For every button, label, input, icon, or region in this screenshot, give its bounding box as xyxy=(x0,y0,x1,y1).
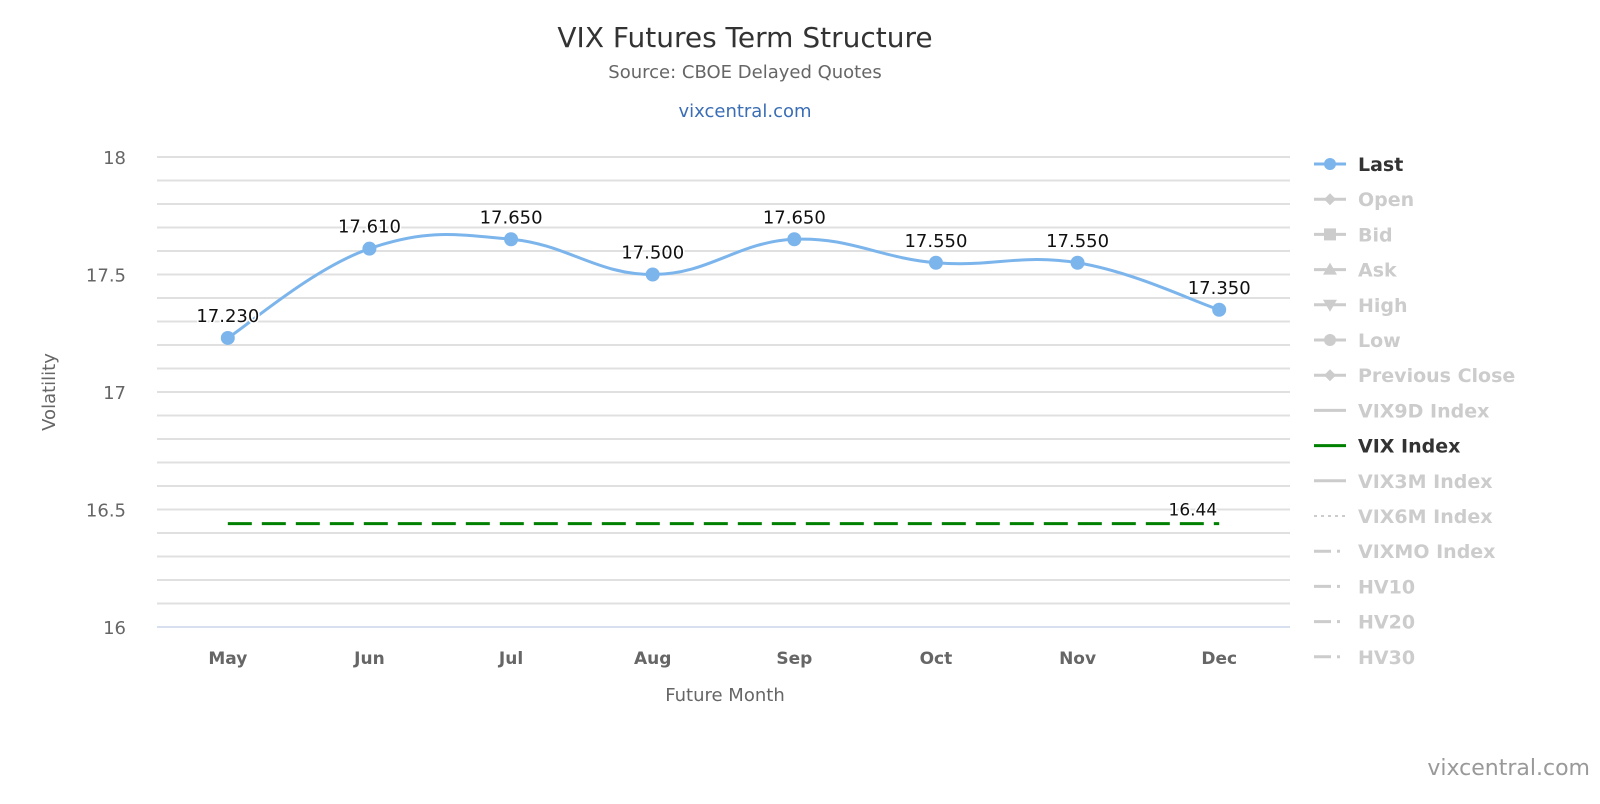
x-tick-label: May xyxy=(208,649,247,669)
x-tick-label: Oct xyxy=(920,649,953,669)
legend-label: VIX9D Index xyxy=(1358,400,1489,422)
legend-item-hv20[interactable]: HV20 xyxy=(1314,612,1415,634)
legend-label: HV20 xyxy=(1358,612,1415,634)
y-axis-label: Volatility xyxy=(39,353,60,431)
vix-index-label: 16.44 xyxy=(1169,501,1218,521)
y-tick-label: 16.5 xyxy=(86,501,126,522)
legend-label: VIX6M Index xyxy=(1358,506,1493,528)
x-tick-label: Dec xyxy=(1201,649,1237,669)
data-label: 17.610 xyxy=(338,217,401,238)
y-tick-label: 17.5 xyxy=(86,266,126,287)
legend-label: Ask xyxy=(1358,260,1397,282)
legend-label: Open xyxy=(1358,189,1414,211)
legend-item-bid[interactable]: Bid xyxy=(1314,224,1393,246)
data-label: 17.650 xyxy=(763,207,826,228)
last-data-point xyxy=(787,232,802,247)
legend-item-vix3m-index[interactable]: VIX3M Index xyxy=(1314,471,1493,493)
legend-item-high[interactable]: High xyxy=(1314,295,1408,317)
legend-item-vix-index[interactable]: VIX Index xyxy=(1314,436,1460,458)
legend-label: High xyxy=(1358,295,1408,317)
legend-item-ask[interactable]: Ask xyxy=(1314,260,1397,282)
legend-label: Bid xyxy=(1358,224,1393,246)
legend-label: Last xyxy=(1358,154,1403,176)
last-data-point xyxy=(645,267,660,282)
legend-label: VIXMO Index xyxy=(1358,541,1495,563)
legend-diamond-icon xyxy=(1324,193,1336,206)
y-tick-label: 16 xyxy=(103,618,126,639)
x-tick-label: Aug xyxy=(634,649,671,669)
data-label: 17.550 xyxy=(1046,231,1109,252)
chart-link[interactable]: vixcentral.com xyxy=(678,101,811,122)
legend-circle-icon xyxy=(1324,158,1336,170)
x-tick-label: Sep xyxy=(776,649,812,669)
legend-item-vixmo-index[interactable]: VIXMO Index xyxy=(1314,541,1495,563)
x-tick-label: Jun xyxy=(353,649,385,669)
legend-item-low[interactable]: Low xyxy=(1314,330,1401,352)
last-data-point xyxy=(504,232,519,247)
x-tick-label: Nov xyxy=(1059,649,1096,669)
legend-item-previous-close[interactable]: Previous Close xyxy=(1314,365,1515,387)
legend-label: HV10 xyxy=(1358,576,1415,598)
data-label: 17.230 xyxy=(196,306,259,327)
data-label: 17.500 xyxy=(621,243,684,264)
legend-label: VIX Index xyxy=(1358,436,1460,458)
legend-item-hv10[interactable]: HV10 xyxy=(1314,576,1415,598)
chart-title: VIX Futures Term Structure xyxy=(557,21,932,54)
legend-triangle-icon xyxy=(1323,262,1337,275)
legend-square-icon xyxy=(1324,228,1336,241)
legend-item-open[interactable]: Open xyxy=(1314,189,1414,211)
x-axis-label: Future Month xyxy=(665,685,784,706)
legend-triangle-down-icon xyxy=(1323,299,1337,312)
data-label: 17.550 xyxy=(904,231,967,252)
legend-item-vix9d-index[interactable]: VIX9D Index xyxy=(1314,400,1489,422)
y-tick-label: 18 xyxy=(103,148,126,169)
last-data-point xyxy=(362,241,377,256)
data-label: 17.350 xyxy=(1188,278,1251,299)
data-label: 17.650 xyxy=(480,207,543,228)
x-tick-label: Jul xyxy=(498,649,523,669)
legend-circle-icon xyxy=(1324,334,1336,346)
legend-item-hv30[interactable]: HV30 xyxy=(1314,647,1415,669)
last-series-line xyxy=(227,233,1220,340)
y-tick-label: 17 xyxy=(103,383,126,404)
last-data-point xyxy=(1212,302,1227,317)
legend-label: Low xyxy=(1358,330,1401,352)
legend-diamond-icon xyxy=(1324,369,1336,382)
legend-label: HV30 xyxy=(1358,647,1415,669)
legend-label: VIX3M Index xyxy=(1358,471,1493,493)
legend-item-vix6m-index[interactable]: VIX6M Index xyxy=(1314,506,1493,528)
chart-subtitle: Source: CBOE Delayed Quotes xyxy=(608,62,881,83)
legend-item-last[interactable]: Last xyxy=(1314,154,1403,176)
last-data-point xyxy=(1070,255,1085,270)
legend-label: Previous Close xyxy=(1358,365,1515,387)
last-data-point xyxy=(220,330,235,345)
last-data-point xyxy=(928,255,943,270)
credits[interactable]: vixcentral.com xyxy=(1427,756,1590,781)
